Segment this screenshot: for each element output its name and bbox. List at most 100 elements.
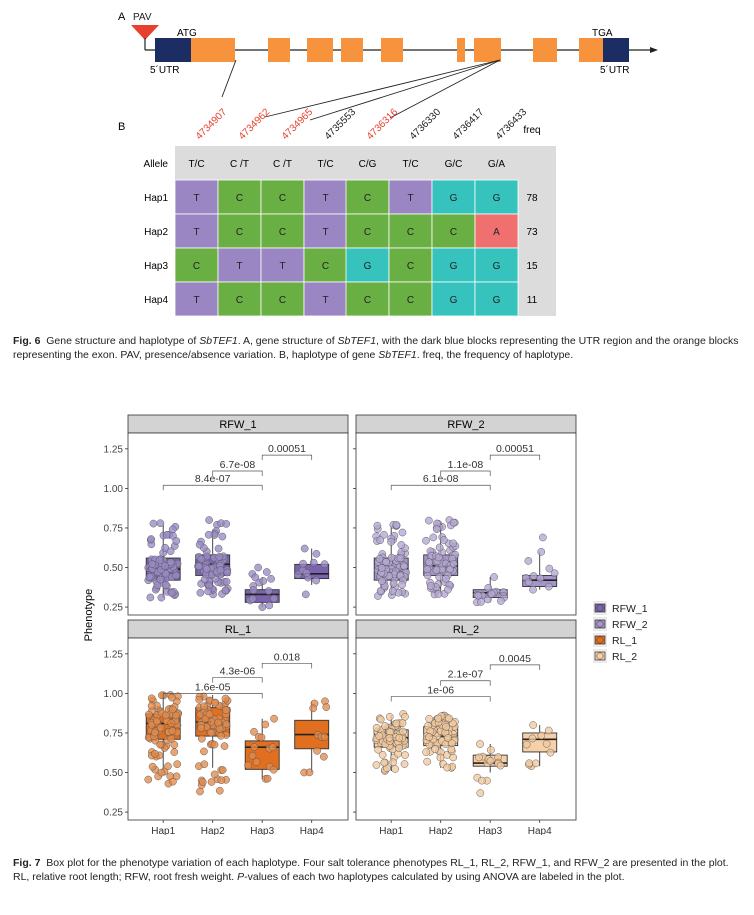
data-point: [147, 694, 156, 703]
legend-point: [596, 620, 604, 628]
data-point: [198, 734, 206, 743]
pvalue-label: 8.4e-07: [195, 473, 231, 485]
pvalue-label: 2.1e-07: [448, 669, 484, 681]
fig6-caption-text-4: . freq, the frequency of haplotype.: [416, 349, 574, 361]
data-point: [385, 734, 394, 742]
data-point: [146, 593, 155, 602]
legend-label: RL_1: [612, 635, 637, 647]
data-point: [144, 775, 153, 784]
data-point: [156, 723, 165, 732]
allele-cell: T/C: [317, 159, 333, 170]
haplotype-cell: C: [236, 295, 243, 306]
data-point: [214, 718, 223, 727]
data-point: [542, 739, 551, 748]
connector-line-4: [389, 59, 501, 119]
x-tick-label: Hap2: [201, 826, 225, 835]
allele-cell: C /T: [230, 159, 249, 170]
data-point: [197, 555, 206, 563]
data-point: [375, 554, 384, 563]
data-point: [490, 573, 498, 581]
data-point: [382, 558, 390, 566]
data-point: [385, 712, 394, 721]
connector-line-3: [309, 59, 501, 121]
allele-cell: G/A: [488, 159, 506, 170]
y-tick-label: 1.00: [104, 484, 124, 495]
data-point: [248, 751, 257, 760]
data-point: [147, 535, 155, 543]
fig6-caption-label: Fig. 6: [13, 335, 41, 347]
data-point: [167, 589, 176, 597]
connector-line-2: [264, 59, 501, 118]
data-point: [166, 558, 175, 567]
data-point: [218, 532, 227, 541]
gene-blocks: [155, 38, 629, 62]
data-point: [222, 577, 231, 586]
fig7-caption-text-2: -values of each two haplotypes calculate…: [244, 871, 625, 883]
data-point: [435, 543, 444, 552]
data-point: [164, 762, 172, 771]
data-point: [373, 521, 382, 530]
haplotype-cell: T: [193, 227, 199, 238]
exon-block: [307, 38, 333, 62]
pvalue-bracket: [162, 693, 263, 699]
data-point: [376, 715, 385, 724]
data-point: [399, 727, 407, 736]
data-point: [248, 594, 257, 603]
data-point: [320, 560, 329, 568]
utr-block: [155, 38, 191, 62]
data-point: [544, 582, 553, 591]
data-point: [263, 774, 272, 783]
haplotype-cell: T: [279, 261, 285, 272]
data-point: [486, 757, 495, 765]
pvalue-bracket: [390, 484, 491, 491]
haplotype-cell: C: [322, 261, 329, 272]
y-tick-label: 1.25: [104, 649, 124, 660]
data-point: [257, 733, 266, 742]
data-point: [268, 743, 277, 752]
data-point: [200, 702, 208, 711]
haplotype-cell: C: [407, 295, 414, 306]
data-point: [525, 759, 534, 768]
haplotype-cell-bg: [174, 281, 219, 317]
haplotype-cell-bg: [388, 247, 433, 283]
data-point: [529, 721, 537, 729]
pvalue-bracket: [390, 696, 491, 702]
data-point: [476, 789, 485, 797]
data-point: [395, 734, 404, 742]
haplotype-cell-bg: [303, 281, 348, 317]
data-point: [261, 720, 270, 729]
data-point: [449, 753, 458, 762]
data-point: [252, 758, 261, 766]
data-point: [396, 554, 405, 563]
data-point: [425, 733, 433, 741]
data-point: [244, 761, 252, 770]
pvalue-label: 4.3e-06: [220, 666, 256, 678]
data-point: [147, 701, 156, 710]
haplotype-cell: C: [279, 193, 286, 204]
data-point: [200, 747, 208, 756]
data-point: [202, 565, 211, 573]
y-tick-label: 0.25: [104, 603, 124, 614]
x-tick-label: Hap4: [528, 826, 552, 835]
data-point: [267, 575, 275, 583]
data-point: [536, 574, 545, 583]
fig7-caption-text-1: Box plot for the phenotype variation of …: [13, 857, 729, 883]
legend-key: [593, 617, 607, 631]
allele-cell: C/G: [359, 159, 377, 170]
data-point: [499, 588, 508, 596]
data-point: [145, 573, 154, 581]
data-point: [215, 786, 224, 795]
x-tick-label: Hap2: [429, 826, 453, 835]
haplotype-cell-bg: [431, 179, 476, 215]
haplotype-cell: G: [450, 193, 458, 204]
data-point: [262, 568, 271, 576]
pvalue-label: 6.7e-08: [220, 459, 256, 471]
data-point: [322, 703, 331, 711]
data-point: [537, 731, 546, 740]
data-point: [215, 553, 224, 561]
data-point: [400, 562, 408, 571]
legend-label: RFW_2: [612, 619, 648, 631]
data-point: [148, 762, 157, 771]
data-point: [476, 740, 484, 748]
data-point: [423, 565, 432, 574]
